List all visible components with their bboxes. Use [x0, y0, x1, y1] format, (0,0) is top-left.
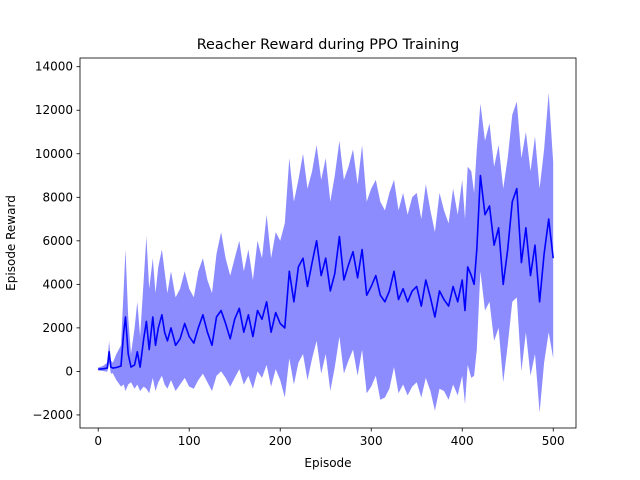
x-tick-label: 200: [269, 434, 292, 448]
x-tick-label: 0: [94, 434, 102, 448]
y-tick-label: 6000: [42, 234, 73, 248]
std-band-layer: [98, 92, 554, 413]
y-tick-label: 2000: [42, 321, 73, 335]
x-tick-label: 500: [542, 434, 565, 448]
y-tick-label: 0: [65, 364, 73, 378]
y-tick-label: 4000: [42, 277, 73, 291]
y-tick-label: 10000: [35, 147, 73, 161]
x-tick-label: 400: [451, 434, 474, 448]
series-line-layer: [98, 174, 554, 370]
y-tick-label: 14000: [35, 60, 73, 74]
x-axis-label: Episode: [304, 456, 351, 470]
reward-series-line: [98, 174, 554, 370]
y-tick-label: 8000: [42, 190, 73, 204]
x-tick-label: 100: [178, 434, 201, 448]
plot-frame: [79, 57, 577, 429]
y-axis-ticks: −2000 0 2000 4000 6000 8000 10000 12000 14000: [32, 60, 80, 422]
x-axis-ticks: 0 100 200 300 400 500: [94, 428, 565, 448]
y-axis-label: Episode Reward: [4, 195, 18, 291]
chart-title: Reacher Reward during PPO Training: [197, 37, 460, 53]
std-band: [98, 92, 554, 413]
y-tick-label: 12000: [35, 103, 73, 117]
y-tick-label: −2000: [32, 408, 73, 422]
x-tick-label: 300: [360, 434, 383, 448]
